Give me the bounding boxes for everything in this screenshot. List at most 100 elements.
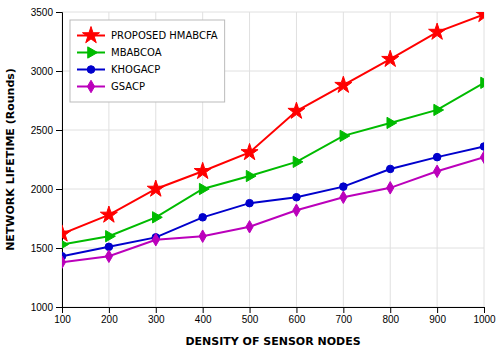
point — [105, 250, 112, 262]
tick-mark — [56, 189, 62, 190]
tick-mark — [156, 307, 157, 313]
tick-label: 900 — [429, 314, 446, 325]
legend-label: MBABCOA — [111, 47, 162, 58]
series — [62, 143, 484, 260]
point — [434, 104, 444, 115]
tick: 400 — [195, 307, 212, 325]
legend-marker — [87, 66, 95, 74]
grid-line — [62, 189, 484, 190]
point — [199, 230, 206, 242]
point — [199, 183, 209, 194]
chart: 100 200 300 400 500 600 700 800 900 10001000 1500 2… — [0, 0, 500, 353]
point — [241, 143, 258, 159]
point — [62, 239, 69, 250]
tick: 500 — [242, 307, 259, 325]
point — [386, 165, 394, 173]
point — [106, 231, 116, 242]
tick: 600 — [289, 307, 306, 325]
tick-label: 1000 — [473, 314, 496, 325]
point — [152, 233, 159, 245]
line — [62, 147, 484, 257]
tick: 900 — [429, 307, 446, 325]
legend-box — [70, 20, 225, 102]
legend-item: KHOGACP — [77, 64, 160, 75]
tick: 300 — [148, 307, 165, 325]
tick-mark — [343, 307, 344, 313]
tick-label: 600 — [289, 314, 306, 325]
marks — [62, 12, 484, 268]
legend-label: KHOGACP — [111, 64, 160, 75]
legend-marker — [87, 80, 94, 92]
point — [293, 204, 300, 216]
tick-mark — [484, 307, 485, 313]
tick-mark — [250, 307, 251, 313]
point — [246, 221, 253, 233]
tick-mark — [56, 248, 62, 249]
point — [194, 162, 211, 178]
tick-mark — [390, 307, 391, 313]
grid-line — [343, 12, 344, 307]
point — [340, 183, 348, 191]
point — [480, 143, 484, 151]
x-axis: 100 200 300 400 500 600 700 800 900 1000 — [54, 307, 496, 325]
tick-label: 700 — [335, 314, 352, 325]
tick-label: 500 — [242, 314, 259, 325]
tick-label: 400 — [195, 314, 212, 325]
point — [62, 225, 71, 241]
point — [246, 199, 254, 207]
tick: 1000 — [473, 307, 496, 325]
tick: 3000 — [31, 66, 62, 77]
point — [387, 182, 394, 194]
tick: 700 — [335, 307, 352, 325]
tick-label: 1500 — [31, 243, 54, 254]
point — [62, 256, 66, 268]
point — [335, 76, 352, 92]
point — [481, 77, 484, 88]
tick-mark — [56, 71, 62, 72]
tick: 200 — [101, 307, 118, 325]
point — [382, 50, 399, 66]
point — [246, 170, 256, 181]
series — [62, 77, 484, 250]
tick-mark — [56, 12, 62, 13]
line — [62, 83, 484, 245]
point — [387, 117, 397, 128]
tick-label: 100 — [54, 314, 71, 325]
point — [429, 23, 446, 39]
line — [62, 157, 484, 262]
tick-label: 3000 — [31, 66, 54, 77]
tick-mark — [296, 307, 297, 313]
tick-mark — [437, 307, 438, 313]
grid-line — [249, 12, 250, 307]
tick: 800 — [382, 307, 399, 325]
axis-line — [56, 13, 63, 308]
tick: 2500 — [31, 125, 62, 136]
tick-mark — [109, 307, 110, 313]
y-axis-title: NETWORK LIFETIME (Rounds) — [4, 68, 17, 251]
point — [153, 212, 163, 223]
tick: 1500 — [31, 243, 62, 254]
series — [62, 151, 484, 269]
point — [288, 102, 305, 118]
legend-item: GSACP — [77, 80, 145, 92]
tick: 2000 — [31, 184, 62, 195]
tick-mark — [56, 307, 62, 308]
series — [62, 12, 484, 241]
point — [100, 206, 117, 222]
plot: 100 200 300 400 500 600 700 800 900 10001000 1500 2… — [31, 5, 496, 325]
tick-label: 800 — [382, 314, 399, 325]
legend-marker — [88, 47, 98, 58]
tick-mark — [203, 307, 204, 313]
grid — [62, 12, 484, 307]
tick-label: 200 — [101, 314, 118, 325]
axis-line — [63, 308, 485, 314]
grid-line — [62, 12, 484, 13]
legend-item: PROPOSED HMABCFA — [77, 27, 218, 43]
legend: PROPOSED HMABCFA MBABCOA KHOGACP GSACP — [70, 20, 225, 102]
grid-line — [62, 248, 484, 249]
legend-label: GSACP — [111, 81, 145, 92]
point — [147, 180, 164, 196]
point — [340, 191, 347, 203]
tick-label: 3500 — [31, 7, 54, 18]
grid-line — [62, 130, 484, 131]
